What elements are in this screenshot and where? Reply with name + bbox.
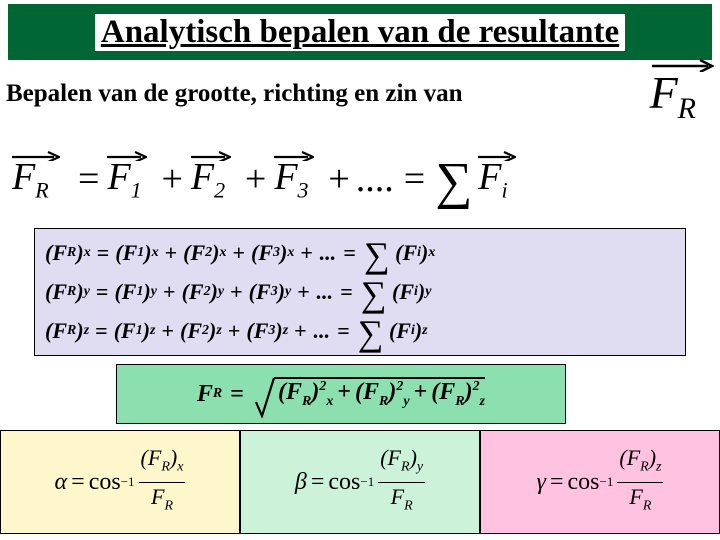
eq-Fi: F [478,156,501,198]
eq-Fi-sub: i [501,177,507,202]
magnitude-equation-box: FR=(FR)2x+(FR)2y+(FR)2z [116,364,566,424]
plus-sign: + [328,157,349,201]
vector-arrow-icon [478,151,516,161]
plus-sign: + [161,157,182,201]
component-row-x: (FR)x=(F1)x+(F2)x+(F3)x+...=∑ (Fi)x [45,233,675,272]
eq-F3: F [274,156,297,198]
vector-arrow-icon [652,58,714,72]
eq-F3-sub: 3 [298,177,309,202]
eq-F2-sub: 2 [214,177,225,202]
fr-F: F [650,67,678,118]
vector-arrow-icon [12,151,60,161]
fr-vector-symbol: FR [650,66,696,126]
eq-F2: F [191,156,214,198]
eq-F1: F [107,156,130,198]
slide-title: Analytisch bepalen van de resultante [95,14,625,51]
slide: Analytisch bepalen van de resultante Bep… [0,0,720,540]
angle-box-x: α=cos−1(FR)xFR [0,430,240,534]
eq-F1-sub: 1 [131,177,142,202]
dots: .... [356,157,394,201]
vector-arrow-icon [107,151,147,161]
vector-arrow-icon [274,151,314,161]
equals-sign: = [404,157,425,201]
vector-arrow-icon [191,151,231,161]
components-equations-box: (FR)x=(F1)x+(F2)x+(F3)x+...=∑ (Fi)x(FR)y… [34,228,686,356]
subtitle-text: Bepalen van de grootte, richting en zin … [6,80,462,108]
angle-box-z: γ=cos−1(FR)zFR [480,430,720,534]
angle-box-y: β=cos−1(FR)yFR [240,430,480,534]
component-row-z: (FR)z=(F1)z+(F2)z+(F3)z+...=∑ (Fi)z [45,311,675,350]
angles-row: α=cos−1(FR)xFRβ=cos−1(FR)yFRγ=cos−1(FR)z… [0,430,720,534]
plus-sign: + [245,157,266,201]
fr-sub: R [678,92,696,125]
component-row-y: (FR)y=(F1)y+(F2)y+(F3)y+...=∑ (Fi)y [45,272,675,311]
title-banner: Analytisch bepalen van de resultante [8,4,712,60]
equals-sign: = [78,157,99,201]
eq-FR-sub: R [35,177,48,202]
eq-FR-F: F [12,156,35,198]
vector-sum-equation: FR = F1 + F2 + F3 + .... = [10,142,710,216]
sigma-symbol: ∑ [435,152,472,211]
